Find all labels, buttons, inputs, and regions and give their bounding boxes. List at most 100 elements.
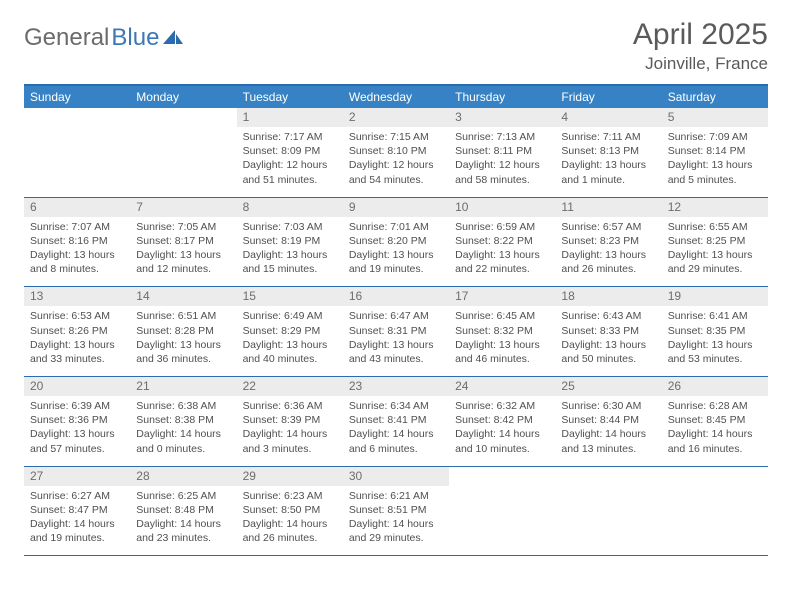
day-line: Daylight: 13 hours [668,248,762,262]
day-line: Daylight: 13 hours [455,248,549,262]
day-line: Daylight: 14 hours [243,517,337,531]
day-line: and 22 minutes. [455,262,549,276]
day-content-cell [662,486,768,556]
day-line: Daylight: 13 hours [136,248,230,262]
day-number-cell: 1 [237,108,343,127]
day-line: Daylight: 13 hours [30,248,124,262]
day-content-cell: Sunrise: 7:05 AMSunset: 8:17 PMDaylight:… [130,217,236,287]
day-content-cell: Sunrise: 6:34 AMSunset: 8:41 PMDaylight:… [343,396,449,466]
day-number-cell: 26 [662,377,768,397]
day-line: Daylight: 13 hours [30,338,124,352]
day-line: Sunrise: 6:34 AM [349,399,443,413]
day-line: Daylight: 12 hours [243,158,337,172]
day-line: and 10 minutes. [455,442,549,456]
day-line: Daylight: 14 hours [30,517,124,531]
day-line: and 36 minutes. [136,352,230,366]
day-line: Sunset: 8:32 PM [455,324,549,338]
day-content-cell: Sunrise: 6:25 AMSunset: 8:48 PMDaylight:… [130,486,236,556]
day-content-cell: Sunrise: 7:09 AMSunset: 8:14 PMDaylight:… [662,127,768,197]
day-line: and 57 minutes. [30,442,124,456]
day-number-cell: 16 [343,287,449,307]
day-content-cell: Sunrise: 6:38 AMSunset: 8:38 PMDaylight:… [130,396,236,466]
day-line: Daylight: 13 hours [243,248,337,262]
day-line: Sunrise: 6:36 AM [243,399,337,413]
day-number-cell: 10 [449,197,555,217]
day-number-cell [24,108,130,127]
calendar-table: Sunday Monday Tuesday Wednesday Thursday… [24,84,768,556]
day-line: Sunset: 8:28 PM [136,324,230,338]
content-row: Sunrise: 6:53 AMSunset: 8:26 PMDaylight:… [24,306,768,376]
day-header-sat: Saturday [662,85,768,108]
day-content-cell: Sunrise: 6:32 AMSunset: 8:42 PMDaylight:… [449,396,555,466]
day-content-cell: Sunrise: 6:45 AMSunset: 8:32 PMDaylight:… [449,306,555,376]
day-line: and 6 minutes. [349,442,443,456]
day-number-cell: 18 [555,287,661,307]
day-content-cell: Sunrise: 7:17 AMSunset: 8:09 PMDaylight:… [237,127,343,197]
day-number-cell: 8 [237,197,343,217]
day-line: and 23 minutes. [136,531,230,545]
day-line: Sunrise: 6:41 AM [668,309,762,323]
day-line: and 54 minutes. [349,173,443,187]
day-line: Daylight: 14 hours [349,427,443,441]
day-line: Daylight: 12 hours [349,158,443,172]
day-line: Sunrise: 7:07 AM [30,220,124,234]
day-content-cell: Sunrise: 6:36 AMSunset: 8:39 PMDaylight:… [237,396,343,466]
day-content-cell: Sunrise: 6:23 AMSunset: 8:50 PMDaylight:… [237,486,343,556]
day-number-cell: 23 [343,377,449,397]
day-content-cell: Sunrise: 6:59 AMSunset: 8:22 PMDaylight:… [449,217,555,287]
day-line: Sunset: 8:45 PM [668,413,762,427]
logo-sail-icon [163,30,183,46]
day-number-cell: 17 [449,287,555,307]
day-line: and 19 minutes. [349,262,443,276]
day-number-cell: 15 [237,287,343,307]
day-line: and 58 minutes. [455,173,549,187]
day-content-cell: Sunrise: 7:07 AMSunset: 8:16 PMDaylight:… [24,217,130,287]
day-number-cell [130,108,236,127]
day-line: Sunrise: 6:38 AM [136,399,230,413]
day-line: Sunset: 8:41 PM [349,413,443,427]
day-line: Daylight: 13 hours [668,338,762,352]
day-line: Sunset: 8:51 PM [349,503,443,517]
day-number-cell: 29 [237,466,343,486]
day-line: Sunset: 8:38 PM [136,413,230,427]
day-line: Sunrise: 6:43 AM [561,309,655,323]
day-line: Sunset: 8:44 PM [561,413,655,427]
day-line: Daylight: 13 hours [668,158,762,172]
day-content-cell [24,127,130,197]
content-row: Sunrise: 7:07 AMSunset: 8:16 PMDaylight:… [24,217,768,287]
day-line: Daylight: 13 hours [561,158,655,172]
day-content-cell: Sunrise: 6:30 AMSunset: 8:44 PMDaylight:… [555,396,661,466]
day-line: Daylight: 13 hours [243,338,337,352]
day-line: Sunset: 8:50 PM [243,503,337,517]
day-line: Sunrise: 6:47 AM [349,309,443,323]
day-line: Sunset: 8:14 PM [668,144,762,158]
day-line: and 33 minutes. [30,352,124,366]
day-line: and 46 minutes. [455,352,549,366]
day-header-row: Sunday Monday Tuesday Wednesday Thursday… [24,85,768,108]
day-content-cell: Sunrise: 6:27 AMSunset: 8:47 PMDaylight:… [24,486,130,556]
header: General Blue April 2025 Joinville, Franc… [24,18,768,74]
day-content-cell: Sunrise: 6:43 AMSunset: 8:33 PMDaylight:… [555,306,661,376]
day-line: Daylight: 13 hours [30,427,124,441]
day-line: Sunset: 8:13 PM [561,144,655,158]
day-number-cell [662,466,768,486]
day-line: Sunrise: 6:57 AM [561,220,655,234]
day-content-cell [555,486,661,556]
day-line: and 13 minutes. [561,442,655,456]
day-line: Sunset: 8:39 PM [243,413,337,427]
day-line: Sunrise: 7:11 AM [561,130,655,144]
day-number-cell: 2 [343,108,449,127]
day-line: and 5 minutes. [668,173,762,187]
day-line: and 26 minutes. [243,531,337,545]
day-line: Sunrise: 6:32 AM [455,399,549,413]
day-content-cell: Sunrise: 6:53 AMSunset: 8:26 PMDaylight:… [24,306,130,376]
day-line: and 53 minutes. [668,352,762,366]
logo-text-general: General [24,24,109,52]
logo-text-blue: Blue [111,24,159,52]
day-line: Sunset: 8:29 PM [243,324,337,338]
day-line: and 19 minutes. [30,531,124,545]
day-line: Sunrise: 6:30 AM [561,399,655,413]
day-line: Sunrise: 6:39 AM [30,399,124,413]
day-line: and 16 minutes. [668,442,762,456]
day-content-cell: Sunrise: 6:47 AMSunset: 8:31 PMDaylight:… [343,306,449,376]
